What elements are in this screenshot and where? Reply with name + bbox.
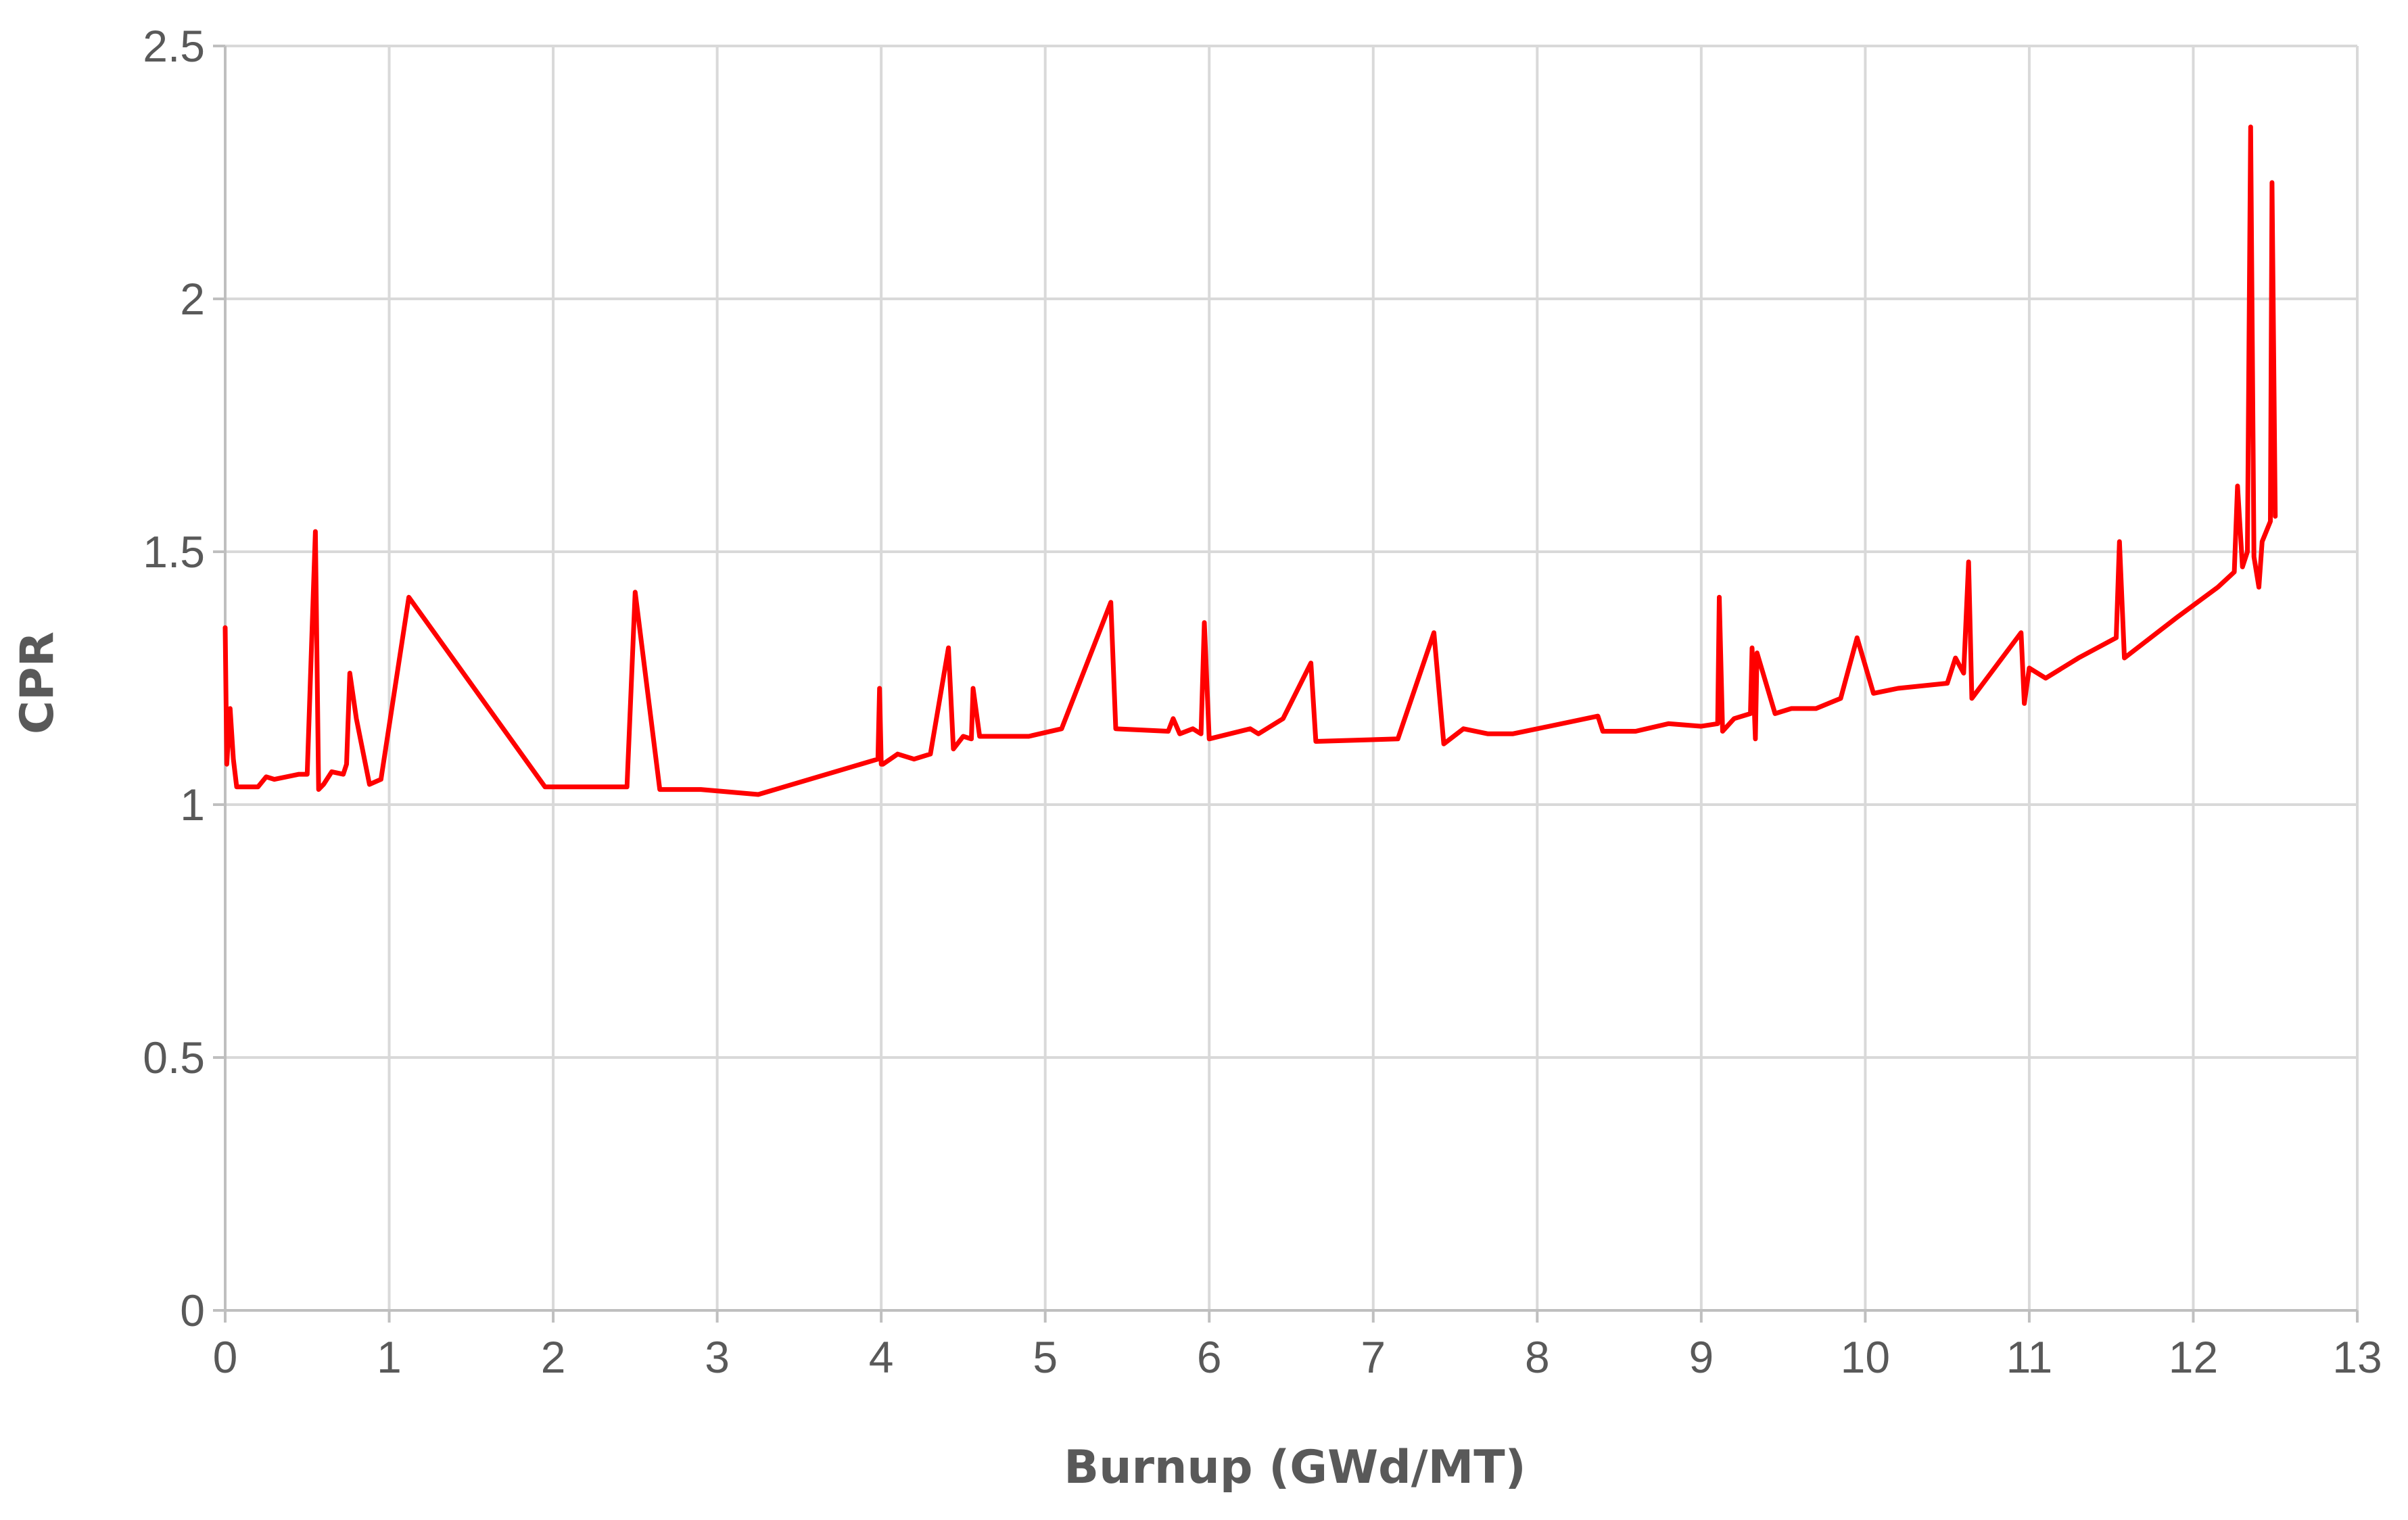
x-tick-label: 6 bbox=[1197, 1332, 1222, 1382]
x-tick-label: 9 bbox=[1689, 1332, 1714, 1382]
x-tick-label: 0 bbox=[213, 1332, 238, 1382]
horizontal-gridlines bbox=[225, 45, 2357, 1059]
x-tick-label: 5 bbox=[1033, 1332, 1058, 1382]
y-tick-label: 1 bbox=[180, 780, 205, 830]
x-tick-label: 4 bbox=[869, 1332, 894, 1382]
x-tick-label: 3 bbox=[705, 1332, 730, 1382]
y-axis-title: CPR bbox=[11, 632, 64, 734]
y-tick-label: 1.5 bbox=[143, 527, 205, 577]
series-group bbox=[222, 124, 2278, 797]
vertical-gridlines bbox=[387, 46, 2359, 1310]
x-tick-label: 1 bbox=[377, 1332, 402, 1382]
y-tick-label: 0 bbox=[180, 1285, 205, 1335]
x-tick-label: 10 bbox=[1841, 1332, 1890, 1382]
x-tick-labels: 0 1 2 3 4 5 6 7 8 9 10 11 12 13 bbox=[213, 1332, 2382, 1382]
x-tick-label: 12 bbox=[2169, 1332, 2218, 1382]
x-tick-label: 7 bbox=[1361, 1332, 1386, 1382]
y-tick-label: 2 bbox=[180, 274, 205, 324]
x-tick-label: 13 bbox=[2332, 1332, 2382, 1382]
y-tick-label: 0.5 bbox=[143, 1032, 205, 1083]
x-tick-label: 11 bbox=[2006, 1332, 2053, 1382]
x-tick-label: 2 bbox=[541, 1332, 566, 1382]
axes bbox=[213, 45, 2359, 1323]
x-tick-label: 8 bbox=[1525, 1332, 1550, 1382]
y-tick-label: 2.5 bbox=[143, 21, 205, 71]
y-tick-labels: 0 0.5 1 1.5 2 2.5 bbox=[143, 21, 205, 1335]
x-axis-title: Burnup (GWd/MT) bbox=[1064, 1441, 1526, 1494]
cpr-series-line bbox=[222, 124, 2278, 797]
